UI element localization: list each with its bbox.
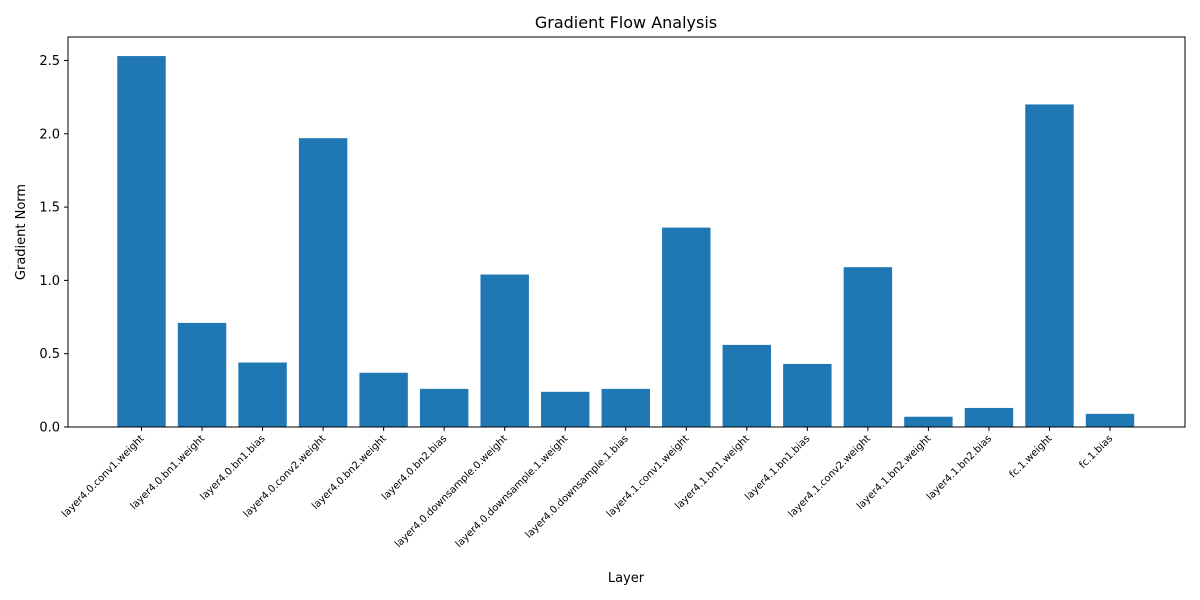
bar-layer4-0-downsample-0-weight (480, 274, 529, 427)
x-tick-label: layer4.0.bn1.bias (198, 433, 267, 502)
x-tick-label: fc.1.bias (1078, 433, 1116, 471)
x-tick-label: layer4.0.downsample.0.weight (393, 433, 510, 550)
bar-layer4-0-bn1-bias (238, 362, 287, 427)
y-tick-label: 1.0 (39, 274, 60, 289)
y-tick-label: 2.0 (39, 127, 60, 142)
y-tick-label: 2.5 (39, 54, 60, 69)
bar-layer4-1-bn1-bias (783, 363, 832, 427)
bar-layer4-0-conv1-weight (117, 56, 166, 428)
y-axis-title: Gradient Norm (14, 184, 29, 280)
bar-layer4-0-downsample-1-weight (541, 391, 590, 427)
plot-frame (67, 36, 1186, 428)
bar-layer4-0-bn2-weight (359, 372, 408, 427)
bar-layer4-0-bn2-bias (419, 388, 469, 427)
y-tick-label: 1.5 (39, 201, 60, 216)
bar-layer4-0-bn1-weight (177, 322, 227, 427)
x-tick-label: layer4.0.downsample.1.bias (524, 433, 631, 540)
x-tick-label: layer4.1.bn1.bias (743, 433, 812, 502)
y-tick-label: 0.5 (39, 347, 60, 362)
bar-layer4-1-bn2-bias (964, 407, 1014, 427)
bar-layer4-0-conv2-weight (298, 138, 348, 428)
bar-layer4-0-downsample-1-bias (601, 388, 650, 427)
bar-layer4-1-bn2-weight (904, 416, 953, 427)
bar-layer4-1-conv1-weight (662, 227, 711, 427)
bar-layer4-1-bn1-weight (722, 344, 772, 427)
chart-title: Gradient Flow Analysis (535, 13, 717, 32)
x-tick-label: layer4.0.downsample.1.weight (454, 433, 571, 550)
x-tick-label: fc.1.weight (1008, 433, 1055, 480)
bar-layer4-1-conv2-weight (843, 267, 893, 427)
bar-fc-1-weight (1025, 104, 1074, 427)
x-axis-title: Layer (608, 571, 645, 586)
y-axis: 0.0 0.5 1.0 1.5 2.0 2.5 (39, 54, 68, 436)
bar-fc-1-bias (1085, 413, 1135, 427)
plot-layer (117, 56, 1135, 428)
x-axis: layer4.0.conv1.weightlayer4.0.bn1.weight… (60, 427, 1115, 550)
y-tick-label: 0.0 (39, 421, 60, 436)
x-tick-label: layer4.0.bn2.bias (380, 433, 449, 502)
x-tick-label: layer4.1.bn2.bias (925, 433, 994, 502)
